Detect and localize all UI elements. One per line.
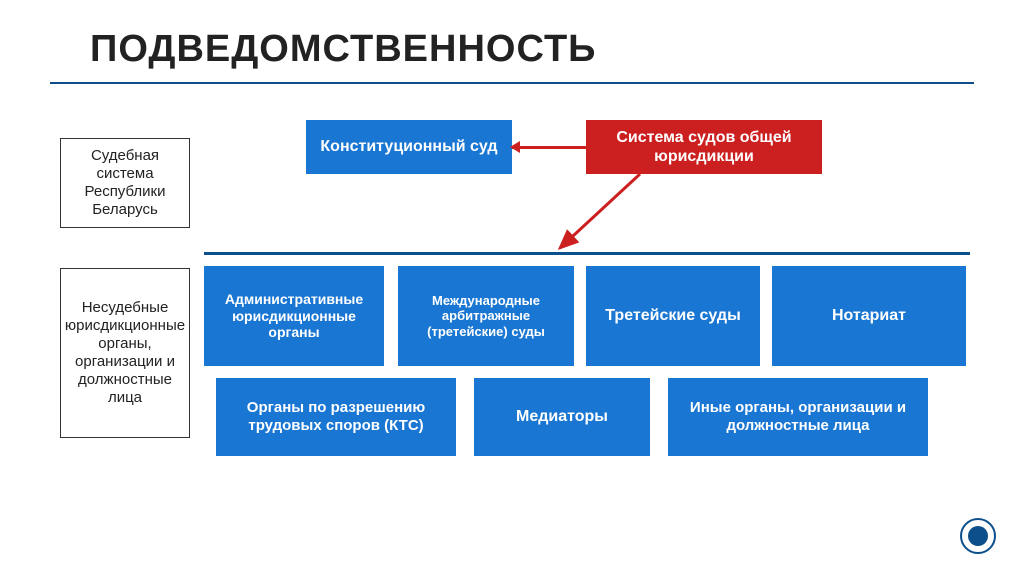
- mediators-box: Медиаторы: [474, 378, 650, 456]
- intl-arbitration-courts-box: Международные арбитражные (третейские) с…: [398, 266, 574, 366]
- corner-badge-icon: [960, 518, 996, 554]
- other-bodies-box: Иные органы, организации и должностные л…: [668, 378, 928, 456]
- notariat-box: Нотариат: [772, 266, 966, 366]
- administrative-bodies-box: Административные юрисдикционные органы: [204, 266, 384, 366]
- arbitration-courts-box: Третейские суды: [586, 266, 760, 366]
- labor-dispute-bodies-box: Органы по разрешению трудовых споров (КТ…: [216, 378, 456, 456]
- separator-line: [204, 252, 970, 255]
